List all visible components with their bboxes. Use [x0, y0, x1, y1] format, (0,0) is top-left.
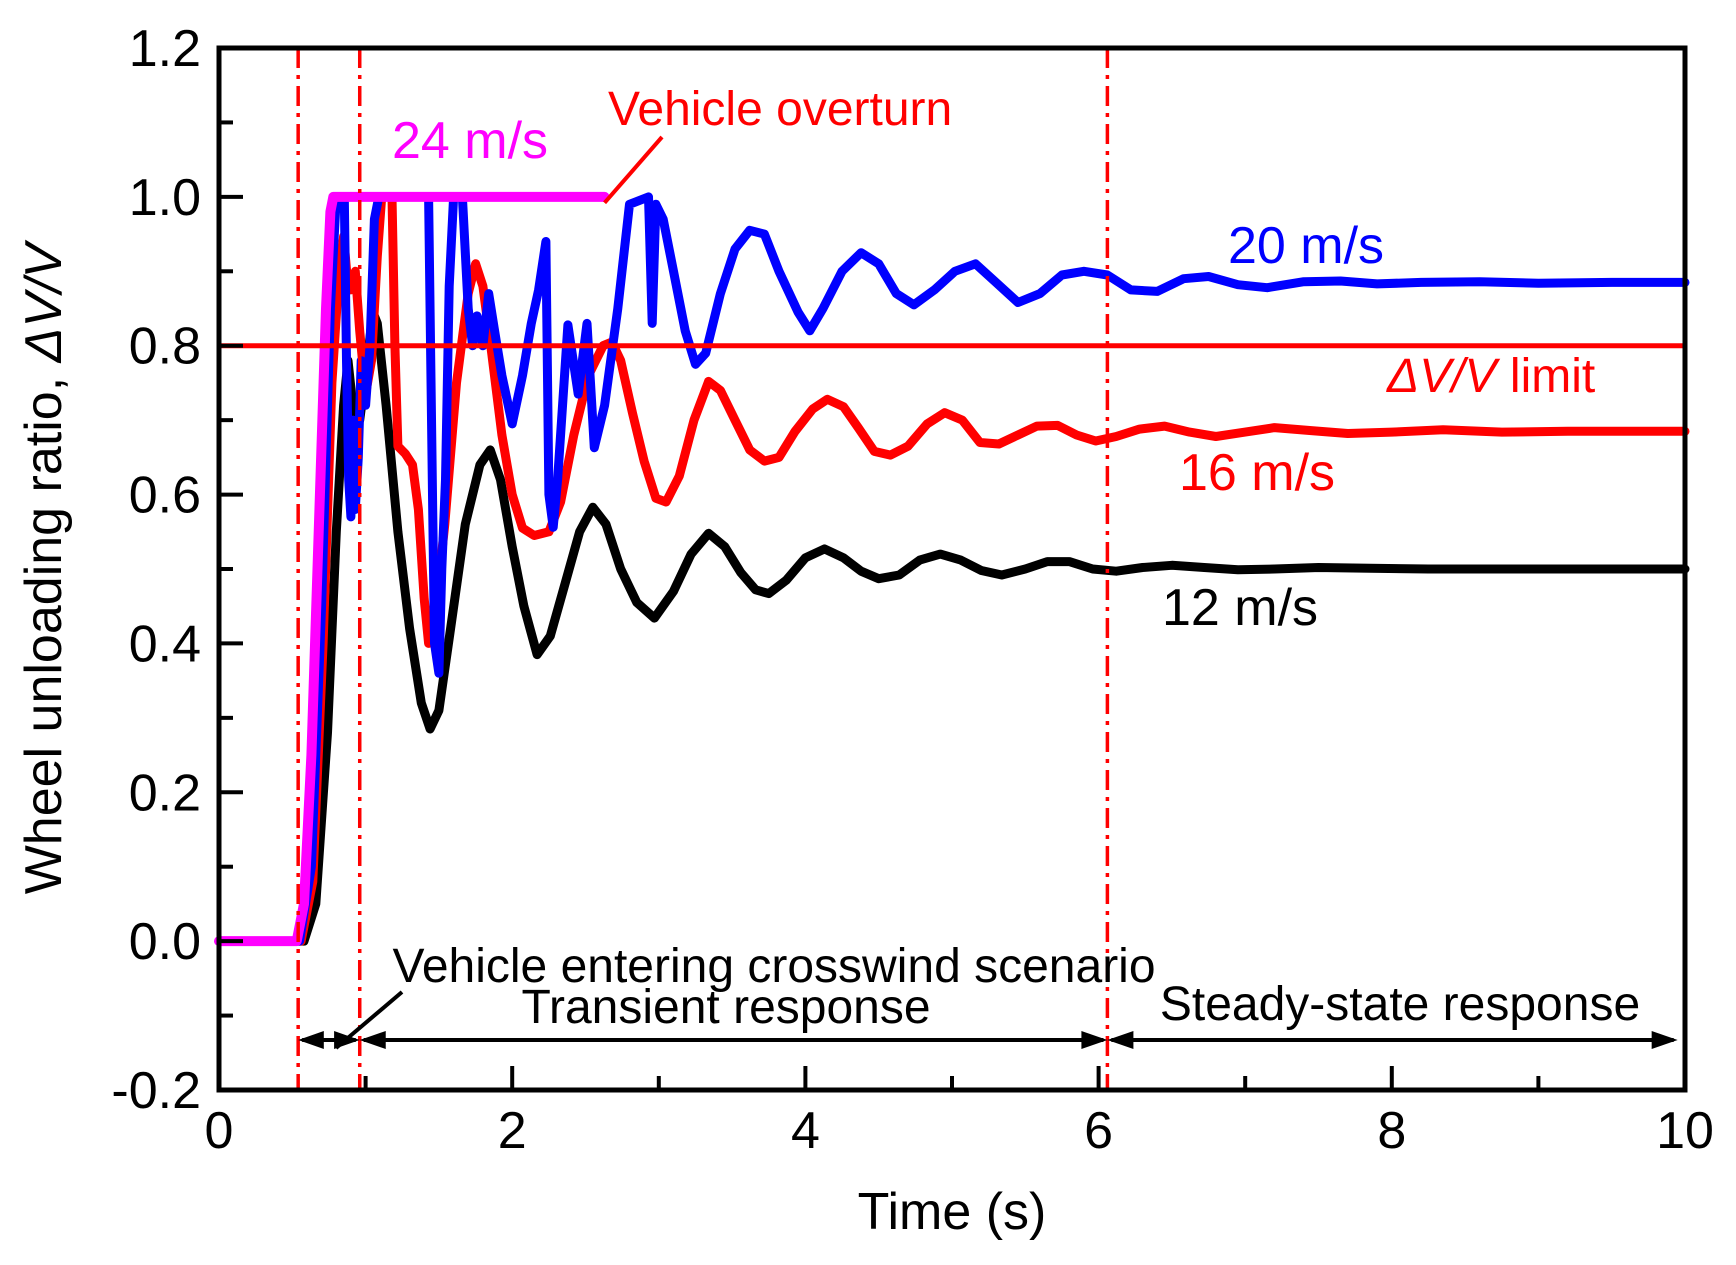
- y-tick-label-0.2: 0.2: [129, 764, 201, 822]
- y-tick-label--0.2: -0.2: [111, 1062, 201, 1120]
- overturn-leader-line: [603, 135, 664, 205]
- x-tick-label-4: 4: [791, 1102, 820, 1160]
- y-tick-label-0.4: 0.4: [129, 615, 201, 673]
- label-vehicle-overturn: Vehicle overturn: [608, 83, 953, 136]
- region-arrow-1-left-head: [359, 1031, 386, 1049]
- region-arrow-0-right-head: [334, 1031, 360, 1049]
- region-arrow-0-left-head: [298, 1031, 324, 1049]
- label-16ms: 16 m/s: [1178, 444, 1336, 502]
- y-axis-title-math: ΔV/V: [15, 243, 73, 363]
- x-tick-label-2: 2: [498, 1102, 527, 1160]
- y-tick-label-0.8: 0.8: [129, 318, 201, 376]
- y-tick-label-0.6: 0.6: [129, 467, 201, 525]
- label-dvv-limit: ΔV/V limit: [1387, 353, 1595, 401]
- y-axis-title: Wheel unloading ratio, ΔV/V: [15, 243, 73, 895]
- x-tick-label-10: 10: [1656, 1102, 1714, 1160]
- y-tick-label-1.0: 1.0: [129, 169, 201, 227]
- label-steady-state-response: Steady-state response: [1159, 978, 1641, 1031]
- label-dvv-limit-rest: limit: [1496, 350, 1596, 403]
- x-tick-label-0: 0: [205, 1102, 234, 1160]
- x-axis-title: Time (s): [857, 1183, 1047, 1241]
- x-tick-label-6: 6: [1084, 1102, 1113, 1160]
- region-arrow-2-left-head: [1107, 1031, 1134, 1049]
- series-line-20-m-s: [214, 192, 1690, 946]
- label-20ms: 20 m/s: [1227, 217, 1385, 275]
- y-axis-title-text: Wheel unloading ratio,: [15, 362, 73, 895]
- label-transient-response: Transient response: [521, 981, 931, 1034]
- region-arrow-1-right-head: [1081, 1031, 1108, 1049]
- region-arrow-2-right-head: [1651, 1031, 1678, 1049]
- label-12ms: 12 m/s: [1161, 579, 1319, 637]
- label-crosswind-scenario: Vehicle entering crosswind scenario: [392, 940, 1156, 993]
- label-24ms: 24 m/s: [391, 112, 549, 170]
- axes-box: [216, 45, 1688, 1093]
- x-tick-label-8: 8: [1377, 1102, 1406, 1160]
- y-tick-label-1.2: 1.2: [129, 20, 201, 78]
- y-tick-label-0.0: 0.0: [129, 913, 201, 971]
- label-dvv-limit-math: ΔV/V: [1387, 350, 1497, 403]
- series-line-12-m-s: [214, 307, 1690, 946]
